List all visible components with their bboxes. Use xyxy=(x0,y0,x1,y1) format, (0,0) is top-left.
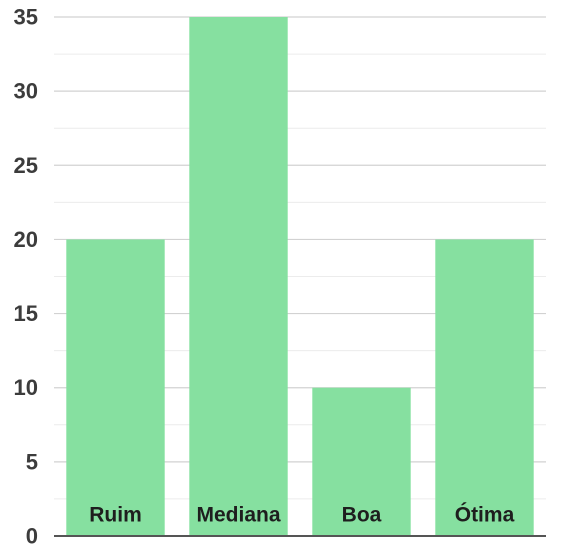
y-tick-label: 35 xyxy=(14,5,38,30)
bars xyxy=(66,17,534,536)
bar xyxy=(435,239,534,536)
y-tick-label: 5 xyxy=(26,449,38,474)
y-tick-label: 30 xyxy=(14,79,38,104)
category-label: Mediana xyxy=(196,504,280,527)
y-tick-label: 15 xyxy=(14,301,38,326)
bar xyxy=(189,17,288,536)
bar xyxy=(312,387,411,536)
y-tick-label: 25 xyxy=(14,153,38,178)
y-tick-label: 0 xyxy=(26,524,38,549)
y-tick-label: 20 xyxy=(14,227,38,252)
labels: 0 5 10 15 20 25 30 35 Ruim Mediana Boa Ótima xyxy=(14,5,515,549)
y-tick-label: 10 xyxy=(14,375,38,400)
category-label: Ruim xyxy=(89,504,142,527)
category-label: Ótima xyxy=(455,503,515,527)
bar xyxy=(66,239,165,536)
category-label: Boa xyxy=(342,504,382,527)
